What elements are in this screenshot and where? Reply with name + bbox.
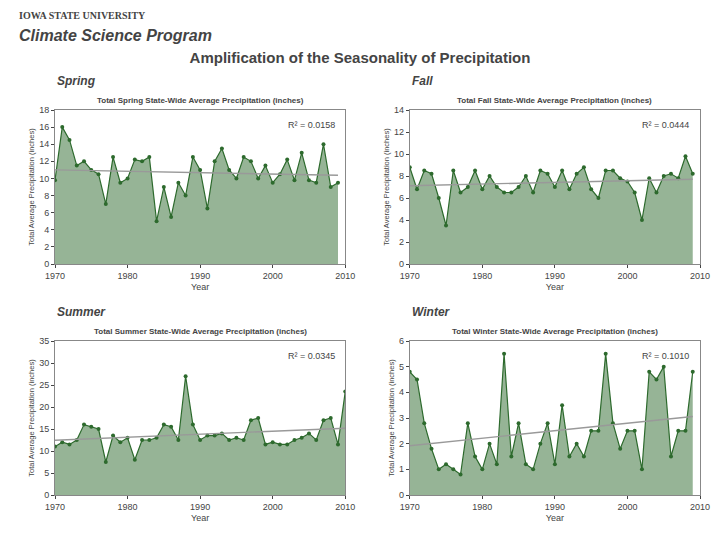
svg-text:0: 0 <box>44 490 49 500</box>
svg-text:8: 8 <box>399 171 404 181</box>
svg-text:0: 0 <box>44 259 49 269</box>
svg-text:1990: 1990 <box>545 271 565 281</box>
svg-text:10: 10 <box>39 446 49 456</box>
svg-text:4: 4 <box>399 215 404 225</box>
svg-text:1: 1 <box>399 464 404 474</box>
svg-text:R² = 0.0444: R² = 0.0444 <box>642 120 689 130</box>
svg-text:2000: 2000 <box>263 271 283 281</box>
svg-text:Total Average Precipitation (i: Total Average Precipitation (inches) <box>382 128 391 246</box>
svg-text:Total Fall State-Wide Average: Total Fall State-Wide Average Precipitat… <box>457 96 652 105</box>
svg-text:12: 12 <box>394 127 404 137</box>
svg-text:2: 2 <box>44 242 49 252</box>
svg-text:0: 0 <box>399 259 404 269</box>
svg-text:16: 16 <box>39 122 49 132</box>
svg-text:35: 35 <box>39 336 49 346</box>
svg-text:Spring: Spring <box>57 74 96 88</box>
svg-text:6: 6 <box>399 193 404 203</box>
svg-text:5: 5 <box>44 468 49 478</box>
svg-text:2: 2 <box>399 237 404 247</box>
svg-text:1970: 1970 <box>45 502 65 512</box>
svg-text:Year: Year <box>546 282 564 292</box>
svg-text:Total Summer State-Wide Averag: Total Summer State-Wide Average Precipit… <box>94 327 307 336</box>
svg-text:4: 4 <box>399 387 404 397</box>
svg-text:10: 10 <box>39 174 49 184</box>
svg-text:R² = 0.0345: R² = 0.0345 <box>288 351 335 361</box>
svg-text:2000: 2000 <box>617 271 637 281</box>
svg-text:18: 18 <box>39 105 49 115</box>
svg-text:Total Winter State-Wide Averag: Total Winter State-Wide Average Precipit… <box>452 327 658 336</box>
svg-text:Total Spring State-Wide Averag: Total Spring State-Wide Average Precipit… <box>97 96 304 105</box>
svg-text:5: 5 <box>399 362 404 372</box>
svg-text:Total Average Precipitation (i: Total Average Precipitation (inches) <box>27 128 36 246</box>
svg-text:14: 14 <box>394 105 404 115</box>
svg-text:Year: Year <box>191 513 209 523</box>
svg-text:IOWA STATE UNIVERSITY: IOWA STATE UNIVERSITY <box>19 10 146 21</box>
svg-text:10: 10 <box>394 149 404 159</box>
svg-text:1970: 1970 <box>400 502 420 512</box>
svg-text:6: 6 <box>399 336 404 346</box>
svg-text:8: 8 <box>44 191 49 201</box>
svg-text:20: 20 <box>39 402 49 412</box>
svg-text:Climate Science Program: Climate Science Program <box>19 27 212 44</box>
svg-text:15: 15 <box>39 424 49 434</box>
svg-text:R² = 0.1010: R² = 0.1010 <box>642 351 689 361</box>
svg-text:Amplification of the Seasonali: Amplification of the Seasonality of Prec… <box>190 49 531 66</box>
svg-text:30: 30 <box>39 358 49 368</box>
svg-text:1990: 1990 <box>190 502 210 512</box>
svg-text:3: 3 <box>399 413 404 423</box>
svg-text:12: 12 <box>39 156 49 166</box>
svg-text:1990: 1990 <box>190 271 210 281</box>
svg-text:2000: 2000 <box>263 502 283 512</box>
svg-text:1990: 1990 <box>545 502 565 512</box>
svg-text:1980: 1980 <box>472 502 492 512</box>
svg-text:R² = 0.0158: R² = 0.0158 <box>288 120 335 130</box>
svg-text:1980: 1980 <box>472 271 492 281</box>
svg-text:2010: 2010 <box>690 271 710 281</box>
svg-text:14: 14 <box>39 139 49 149</box>
svg-text:6: 6 <box>44 208 49 218</box>
svg-text:1970: 1970 <box>45 271 65 281</box>
svg-text:1980: 1980 <box>118 271 138 281</box>
svg-text:1970: 1970 <box>400 271 420 281</box>
svg-text:2010: 2010 <box>690 502 710 512</box>
svg-text:Total Average Precipitation (i: Total Average Precipitation (inches) <box>387 359 396 477</box>
svg-text:Summer: Summer <box>57 305 106 319</box>
svg-text:4: 4 <box>44 225 49 235</box>
svg-text:Total Average Precipitation (i: Total Average Precipitation (inches) <box>27 359 36 477</box>
svg-text:Fall: Fall <box>412 74 433 88</box>
svg-text:2: 2 <box>399 439 404 449</box>
svg-text:Year: Year <box>546 513 564 523</box>
svg-text:2000: 2000 <box>617 502 637 512</box>
svg-text:2010: 2010 <box>335 271 355 281</box>
svg-text:Year: Year <box>191 282 209 292</box>
svg-text:25: 25 <box>39 380 49 390</box>
svg-text:0: 0 <box>399 490 404 500</box>
svg-text:1980: 1980 <box>118 502 138 512</box>
svg-text:Winter: Winter <box>412 305 451 319</box>
svg-text:2010: 2010 <box>335 502 355 512</box>
